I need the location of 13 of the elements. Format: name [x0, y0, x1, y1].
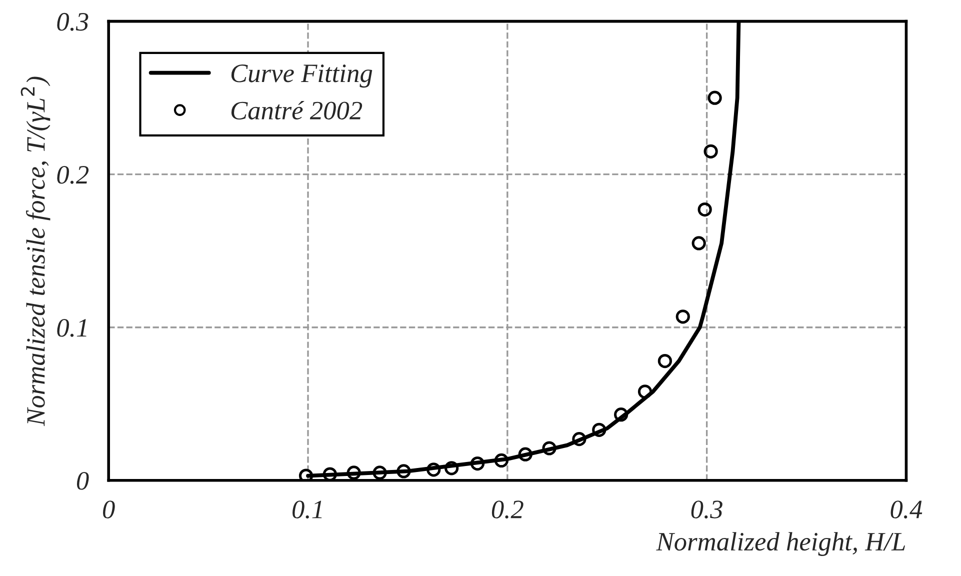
- x-tick-label: 0.3: [691, 500, 722, 519]
- y-tick-label: 0.2: [57, 166, 89, 184]
- y-axis-title: Normalized tensile force, T/(γL$^{2}$): [20, 76, 50, 426]
- y-tick-label: 0.3: [57, 12, 88, 31]
- legend-label: Cantré 2002: [231, 100, 362, 120]
- x-tick-label: 0.2: [492, 500, 524, 519]
- x-tick-label: 0.1: [292, 500, 322, 519]
- x-tick-label: 0.4: [890, 500, 922, 519]
- y-tick-label: 0.1: [57, 318, 86, 337]
- legend-label: Curve Fitting: [231, 64, 372, 88]
- x-tick-label: 0: [103, 500, 115, 518]
- y-tick-label: 0: [76, 472, 89, 490]
- x-axis-title: Normalized height, H/L: [656, 532, 905, 556]
